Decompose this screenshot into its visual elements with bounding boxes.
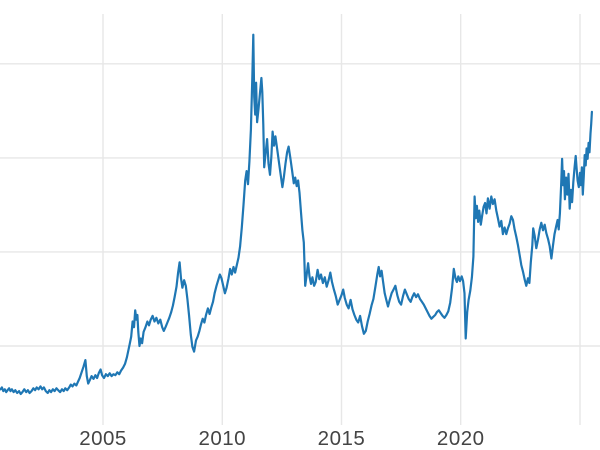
x-tick-label-2010: 2010: [198, 427, 247, 450]
grid-layer: [0, 14, 600, 425]
x-tick-label-2005: 2005: [79, 427, 127, 450]
price-line-series-1: [0, 33, 593, 396]
x-tick-label-2020: 2020: [436, 427, 485, 450]
series-layer: [0, 33, 593, 396]
x-tick-label-2015: 2015: [317, 427, 366, 450]
